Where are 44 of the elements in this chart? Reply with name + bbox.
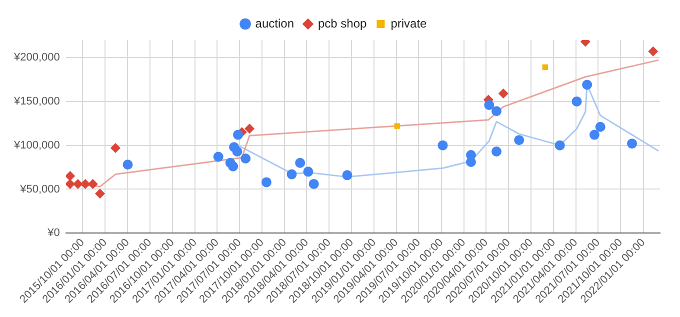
point <box>438 140 448 150</box>
point <box>394 123 400 129</box>
point <box>244 124 255 134</box>
y-tick-label: ¥150,000 <box>12 95 60 108</box>
point <box>286 169 297 180</box>
point <box>589 130 600 140</box>
point <box>498 88 508 99</box>
point <box>491 106 502 116</box>
y-tick-label: ¥0 <box>46 227 60 240</box>
point <box>232 146 242 156</box>
point <box>342 170 352 180</box>
point <box>514 135 524 146</box>
point <box>228 161 238 172</box>
point <box>295 158 306 168</box>
point <box>466 157 476 168</box>
point <box>627 138 638 149</box>
point <box>261 177 272 188</box>
y-tick-label: ¥200,000 <box>12 52 60 64</box>
point <box>572 96 582 106</box>
point <box>303 166 314 177</box>
point <box>72 178 83 189</box>
point <box>66 171 76 182</box>
y-tick-label: ¥100,000 <box>12 139 60 152</box>
legend-label: pcb shop <box>318 16 368 30</box>
point <box>110 142 120 153</box>
legend-label: auction <box>255 16 294 30</box>
point <box>484 100 494 110</box>
legend-label: private <box>390 16 428 30</box>
point <box>595 122 606 132</box>
point <box>95 188 106 199</box>
point <box>648 46 658 56</box>
point <box>80 178 90 189</box>
point <box>88 178 98 189</box>
point <box>240 154 251 164</box>
point <box>491 146 502 156</box>
point <box>308 178 319 189</box>
point <box>213 152 224 162</box>
y-tick-label: ¥50,000 <box>19 183 60 196</box>
point <box>582 80 592 90</box>
point <box>122 160 133 170</box>
point <box>554 140 565 150</box>
point <box>232 130 243 140</box>
point <box>66 178 76 189</box>
point <box>542 64 548 70</box>
